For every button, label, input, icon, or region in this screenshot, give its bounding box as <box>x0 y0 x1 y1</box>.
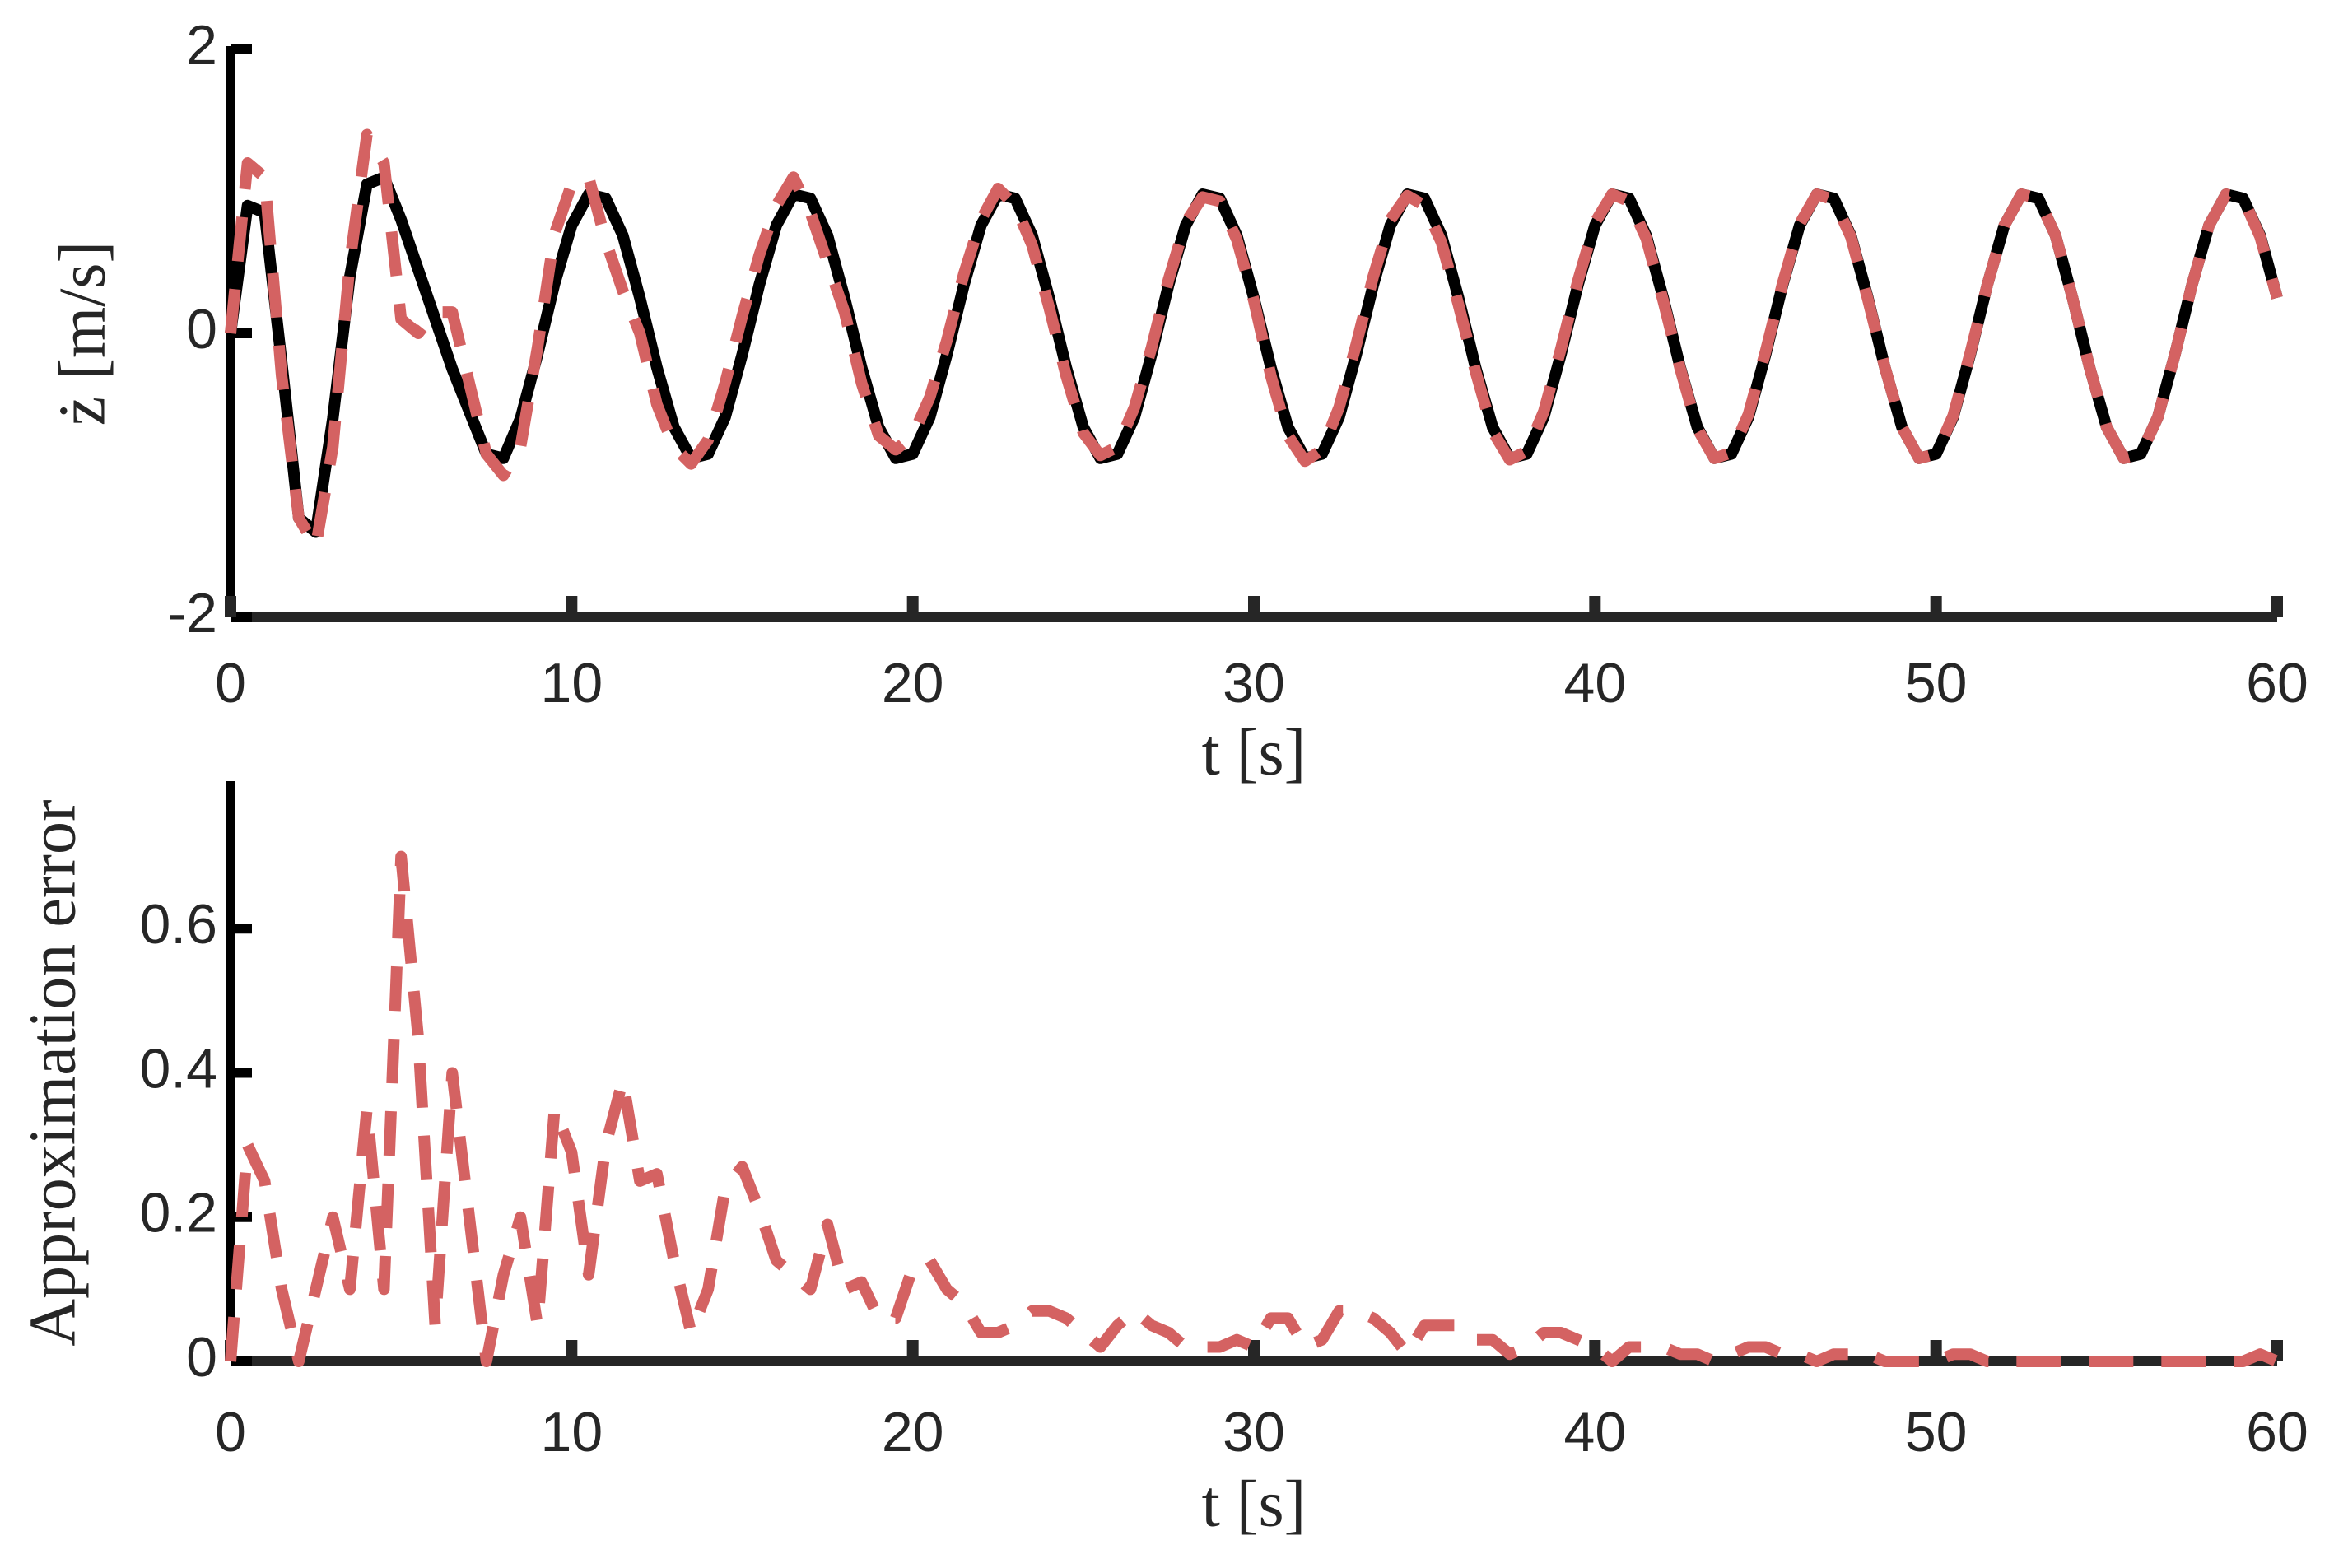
x-tick-label: 0 <box>215 1401 246 1463</box>
y-tick-label: 0.4 <box>139 1037 217 1100</box>
x-tick-label: 20 <box>882 1401 944 1463</box>
x-tick-label: 40 <box>1564 1401 1627 1463</box>
y-axis-label: ż [m/s] <box>46 241 119 426</box>
x-tick-label: 10 <box>541 652 603 714</box>
data-line <box>225 850 2280 1367</box>
data-line <box>225 128 2283 552</box>
y-axis-label: Approximation error <box>16 799 89 1346</box>
y-tick-label: -2 <box>168 582 217 644</box>
x-axis-label: t [s] <box>1202 1468 1307 1540</box>
x-tick-label: 50 <box>1905 1401 1968 1463</box>
x-tick-label: 20 <box>882 652 944 714</box>
x-tick-label: 50 <box>1905 652 1968 714</box>
x-tick-label: 40 <box>1564 652 1627 714</box>
x-tick-label: 30 <box>1223 1401 1285 1463</box>
x-axis-label: t [s] <box>1202 716 1307 789</box>
x-tick-label: 60 <box>2246 652 2308 714</box>
y-tick-label: 0 <box>186 298 217 361</box>
y-tick-label: 0 <box>186 1326 217 1389</box>
x-tick-label: 0 <box>215 652 246 714</box>
x-tick-label: 10 <box>541 1401 603 1463</box>
y-tick-label: 0.2 <box>139 1182 217 1245</box>
y-tick-label: 0.6 <box>139 893 217 956</box>
x-tick-label: 30 <box>1223 652 1285 714</box>
y-tick-label: 2 <box>186 14 217 77</box>
x-tick-label: 60 <box>2246 1401 2308 1463</box>
